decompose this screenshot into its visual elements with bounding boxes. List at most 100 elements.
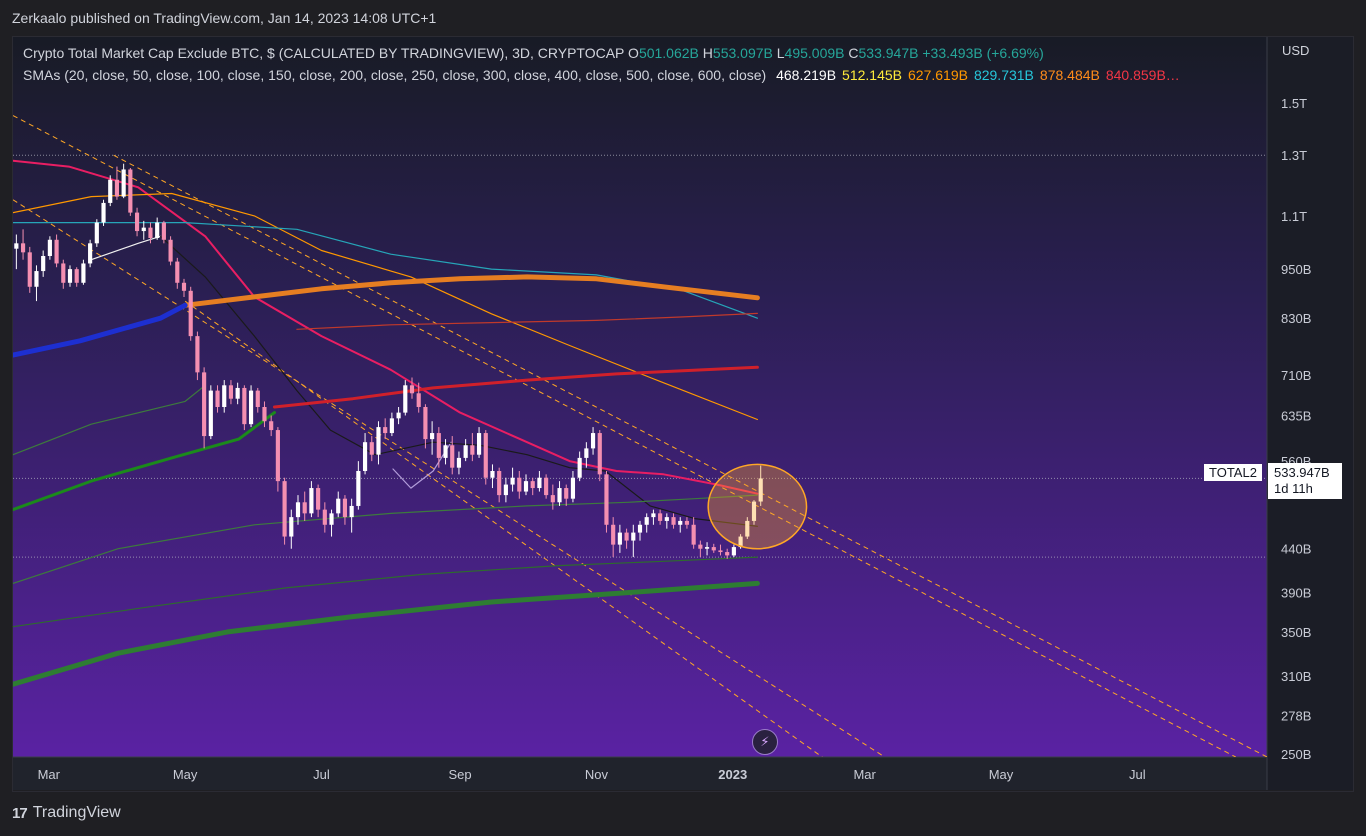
- candle: [383, 418, 388, 440]
- candle: [550, 484, 555, 510]
- candle-body: [423, 406, 428, 440]
- candle: [577, 451, 582, 482]
- candle: [758, 465, 763, 506]
- price-tick-label: 250B: [1281, 747, 1311, 762]
- candle: [74, 267, 79, 287]
- chart-canvas[interactable]: 1.5T1.3T1.1T950B830B710B635B560B440B390B…: [12, 36, 1354, 792]
- candle: [101, 199, 106, 226]
- candle: [403, 380, 408, 416]
- candle: [195, 331, 200, 381]
- price-axis[interactable]: 1.5T1.3T1.1T950B830B710B635B560B440B390B…: [1281, 96, 1311, 762]
- channel-trendline: [184, 300, 823, 757]
- candle: [161, 220, 166, 244]
- candle-body: [416, 393, 421, 407]
- sma-line: [90, 235, 162, 261]
- candle: [503, 477, 508, 503]
- candle-body: [282, 481, 287, 537]
- candle-body: [450, 445, 455, 468]
- candle: [336, 491, 341, 518]
- candle: [430, 421, 435, 455]
- candle-body: [181, 282, 187, 291]
- candle-body: [704, 547, 710, 549]
- price-tick-label: 350B: [1281, 625, 1311, 640]
- candle: [342, 495, 348, 525]
- candle-body: [483, 433, 488, 478]
- candle-body: [671, 517, 676, 525]
- candle: [275, 427, 280, 492]
- candle: [309, 481, 314, 518]
- candle-body: [698, 544, 703, 549]
- candle: [490, 464, 495, 489]
- candle: [47, 236, 52, 260]
- candle-body: [61, 263, 66, 283]
- candle-body: [155, 222, 160, 239]
- sma-line: [13, 494, 758, 584]
- candle-body: [476, 433, 482, 455]
- price-tick-label: 440B: [1281, 542, 1311, 557]
- sma-line: [13, 302, 188, 358]
- candle: [698, 540, 703, 558]
- lightning-icon[interactable]: ⚡: [752, 729, 778, 755]
- candle: [745, 517, 750, 539]
- candle-body: [530, 481, 535, 489]
- candle-body: [751, 501, 757, 521]
- chart-frame: [12, 36, 1354, 792]
- candle-body: [430, 433, 435, 440]
- candle: [208, 385, 213, 440]
- candle: [269, 415, 274, 437]
- candle: [637, 520, 643, 541]
- candle-body: [584, 448, 589, 458]
- close-label: C: [848, 45, 859, 61]
- candle-body: [745, 520, 750, 537]
- tradingview-logo[interactable]: 17 TradingView: [12, 804, 121, 822]
- candle: [624, 528, 629, 549]
- candle-body: [316, 488, 321, 510]
- candle: [255, 387, 260, 413]
- channel-trendline: [13, 199, 886, 757]
- channel-trendline: [113, 154, 1267, 757]
- candle-body: [114, 179, 120, 197]
- last-price-value: 533.947B: [1274, 465, 1330, 480]
- last-price-tag: 533.947B 1d 11h: [1268, 463, 1342, 499]
- low-label: L: [776, 45, 785, 61]
- candle-body: [81, 263, 86, 283]
- candle: [436, 427, 441, 468]
- candle-body: [544, 477, 549, 496]
- candle-body: [523, 481, 529, 492]
- candle-body: [738, 536, 743, 548]
- candle: [329, 509, 334, 537]
- sma-values: 468.219B 512.145B 627.619B 829.731B 878.484B…: [770, 67, 1180, 83]
- candle-body: [577, 457, 582, 478]
- candle-body: [94, 222, 99, 244]
- candle-body: [134, 212, 140, 232]
- candle: [128, 168, 133, 216]
- candle-body: [309, 488, 314, 514]
- candle-body: [658, 513, 663, 521]
- price-tick-label: 1.5T: [1281, 96, 1307, 111]
- candle-body: [41, 256, 46, 272]
- plot-area: [13, 115, 1267, 757]
- candle-body: [47, 239, 52, 257]
- candle-body: [758, 478, 763, 502]
- candle: [155, 217, 160, 240]
- candle-body: [74, 269, 79, 283]
- currency-label[interactable]: USD: [1282, 43, 1310, 58]
- time-axis[interactable]: Mar May Jul Sep Nov 2023 Mar May Jul: [38, 767, 1146, 782]
- candle-body: [302, 502, 307, 514]
- sma-line: [13, 159, 759, 495]
- candle-body: [27, 252, 32, 287]
- price-axis-background: [1267, 37, 1353, 790]
- candle: [20, 229, 26, 260]
- candle: [389, 412, 394, 437]
- time-tick-label: Jul: [1129, 767, 1146, 782]
- candle-body: [463, 445, 468, 458]
- candle-body: [684, 520, 690, 525]
- candle-body: [295, 502, 301, 518]
- candle: [497, 467, 502, 503]
- candle: [61, 259, 66, 289]
- price-tick-label: 310B: [1281, 669, 1311, 684]
- candle-body: [389, 418, 394, 434]
- candle-body: [470, 445, 475, 455]
- candle: [523, 474, 529, 496]
- candle: [222, 380, 227, 413]
